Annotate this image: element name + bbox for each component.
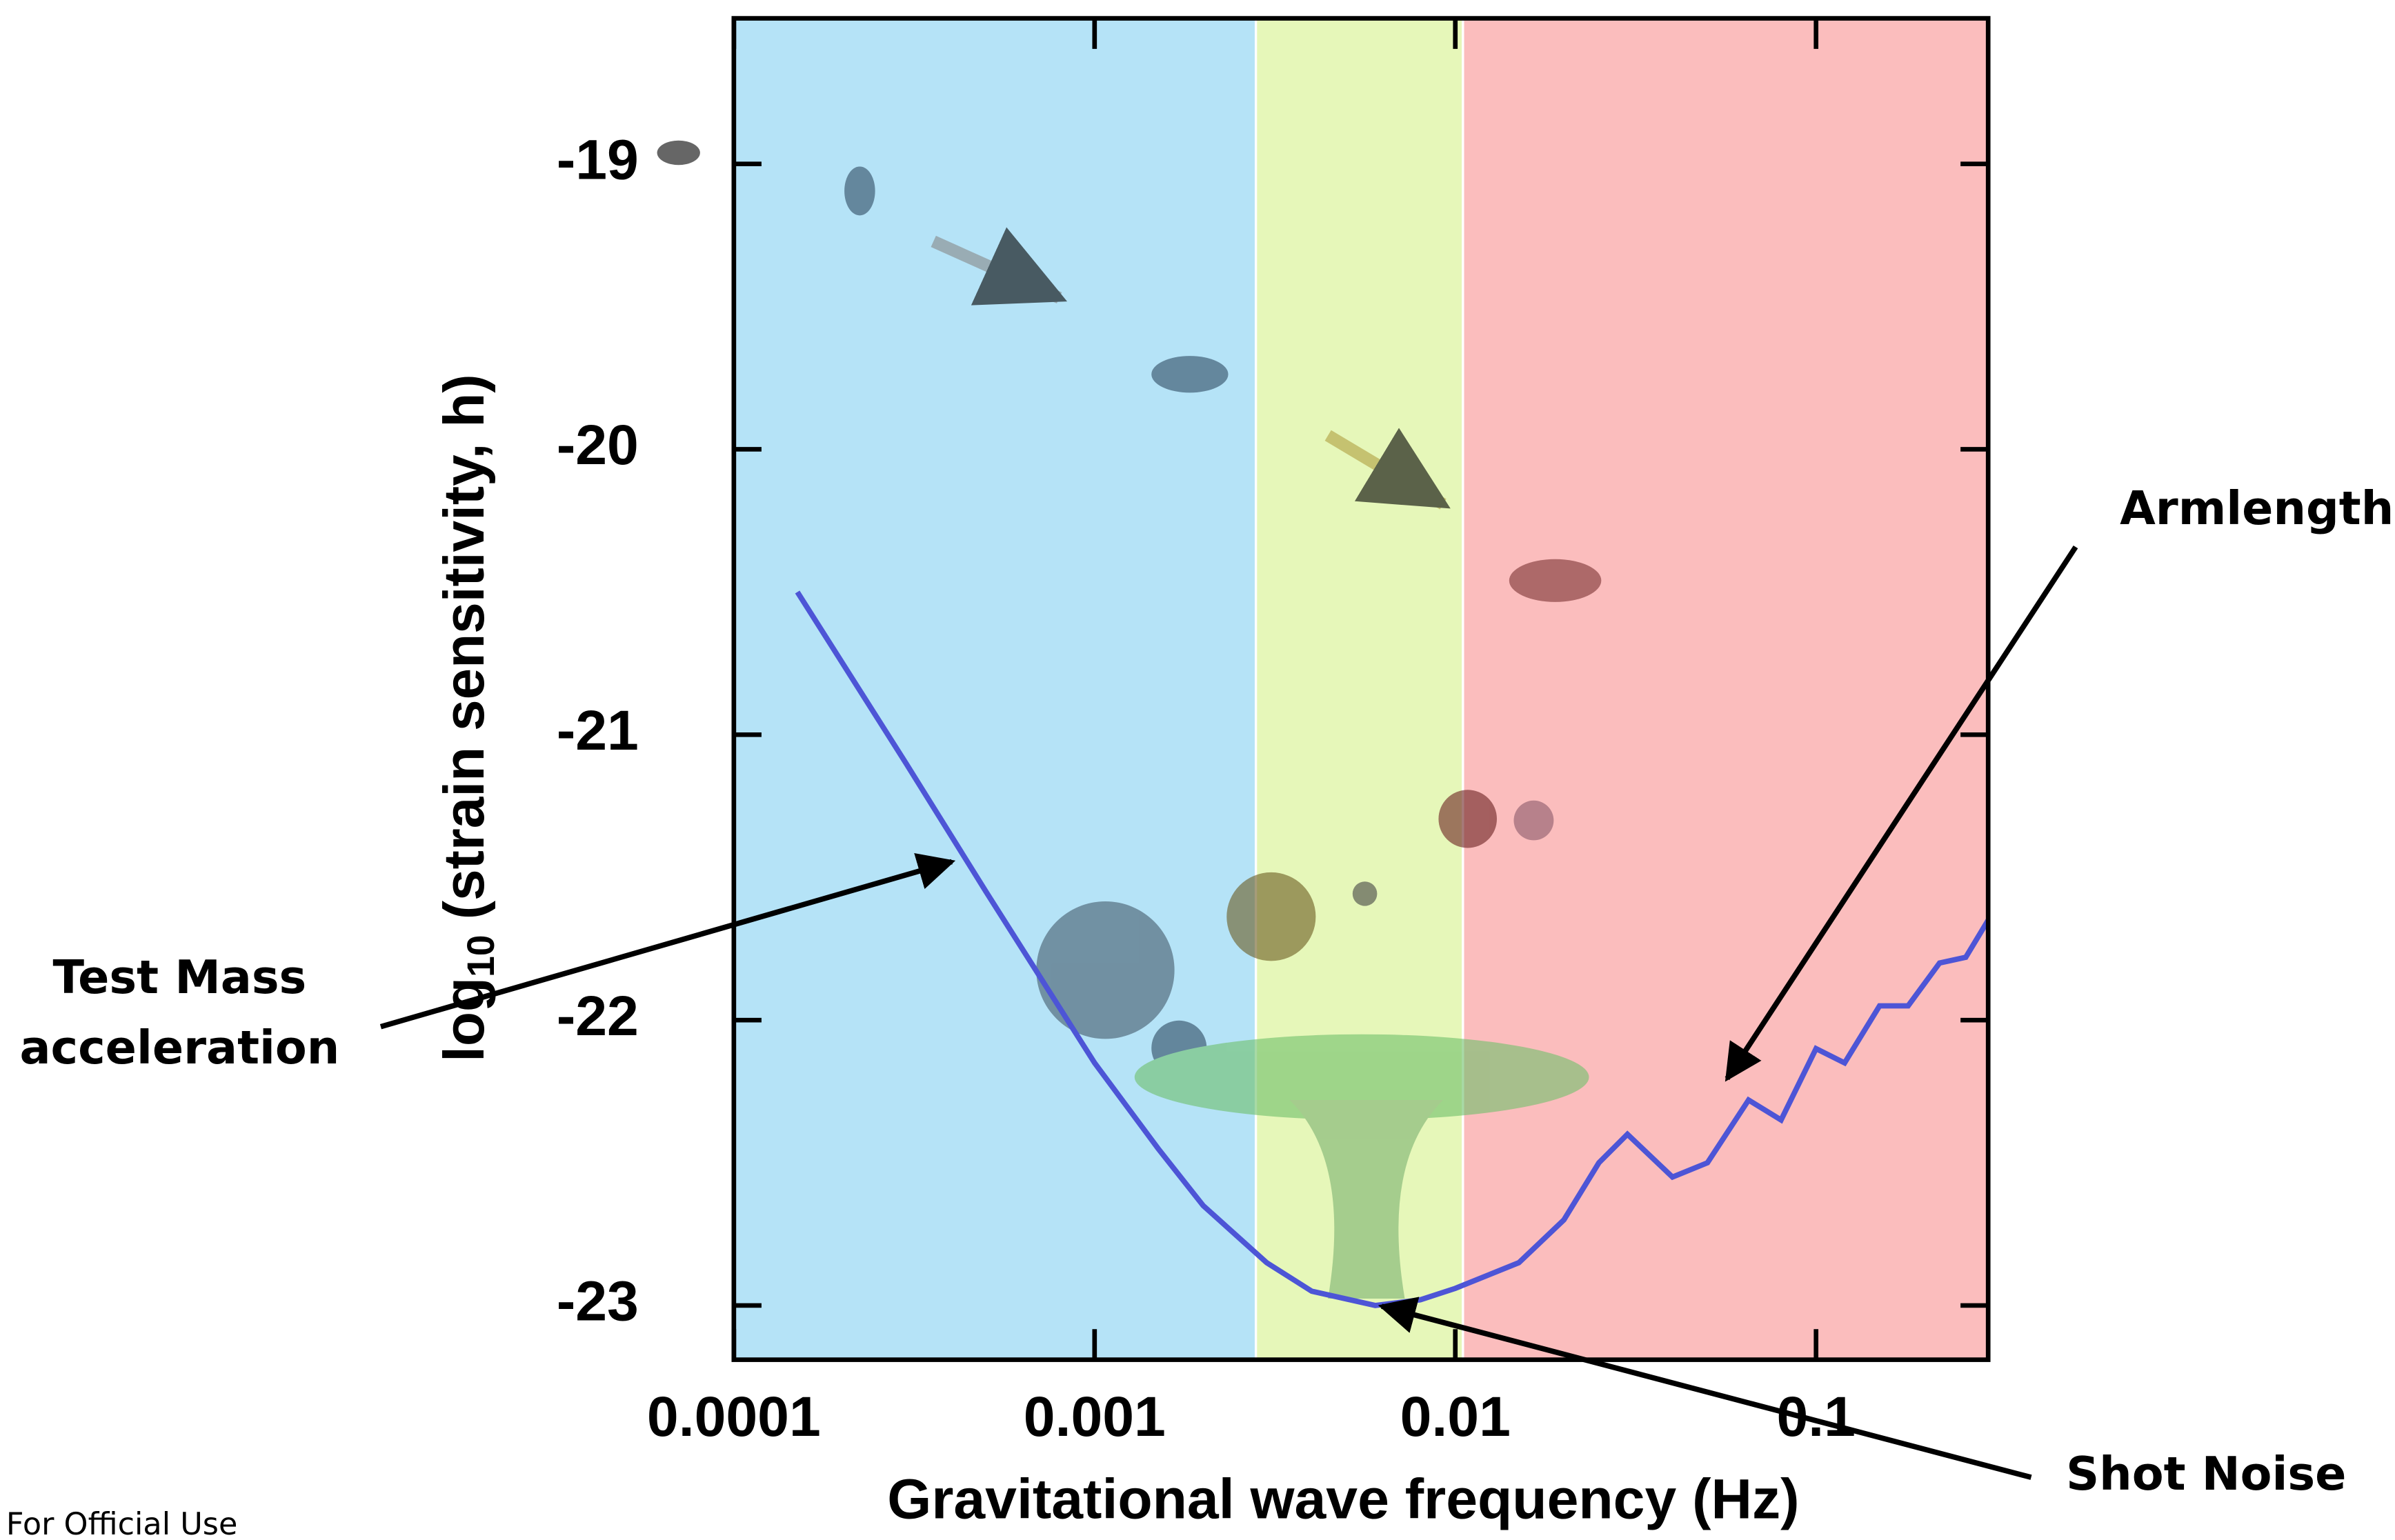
x-tick-label: 0.1 xyxy=(1776,1386,1855,1448)
y-label-subscript: 10 xyxy=(459,934,502,977)
y-tick-label: -23 xyxy=(557,1270,639,1333)
annotation: Test Mass xyxy=(52,950,306,1004)
x-tick-label: 0.01 xyxy=(1400,1386,1511,1448)
illustration xyxy=(657,140,1602,1299)
x-axis-label: Gravitational wave frequency (Hz) xyxy=(887,1468,1799,1531)
y-label-base: log xyxy=(433,977,495,1062)
y-label-text: (strain sensitivity, h) xyxy=(433,374,495,919)
band xyxy=(733,17,1258,1361)
annotation-arrow xyxy=(1725,545,2078,1082)
footer: For Official Use xyxy=(6,1507,237,1540)
y-tick-label: -21 xyxy=(557,699,639,762)
annotation: acceleration xyxy=(19,1021,339,1074)
y-tick-label: -22 xyxy=(557,985,639,1048)
sensitivity-curve xyxy=(795,590,1991,1308)
x-tick-label: 0.001 xyxy=(1024,1386,1166,1448)
band xyxy=(1462,17,1989,1361)
x-tick-label: 0.0001 xyxy=(647,1386,821,1448)
y-tick-label: -19 xyxy=(557,128,639,191)
y-tick-label: -20 xyxy=(557,414,639,477)
annotation: Shot Noise xyxy=(2066,1447,2346,1501)
plot-frame xyxy=(731,16,1991,1362)
y-axis-label: log10 (strain sensitivity, h) xyxy=(433,374,501,1061)
annotation-arrow xyxy=(379,852,956,1030)
annotation-arrow xyxy=(1378,1297,2032,1480)
annotation: Armlength xyxy=(2120,481,2394,535)
